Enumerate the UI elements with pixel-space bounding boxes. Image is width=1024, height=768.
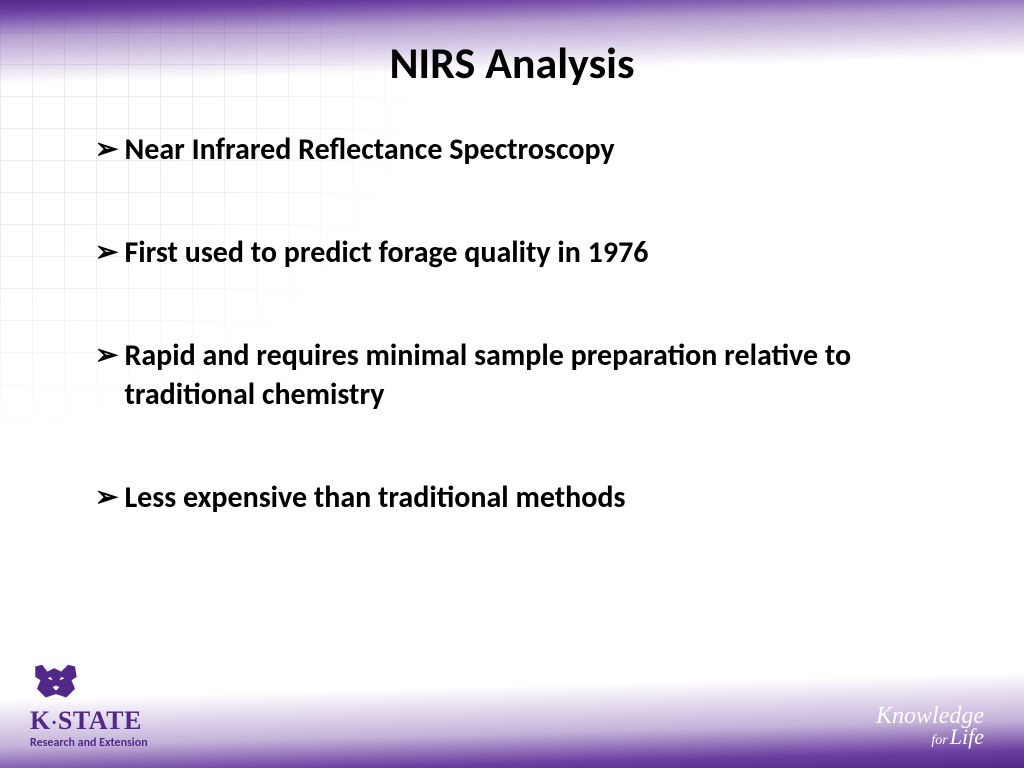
bullet-arrow-icon: ➢ bbox=[95, 336, 118, 374]
bullet-arrow-icon: ➢ bbox=[95, 233, 118, 271]
bullet-item: ➢ First used to predict forage quality i… bbox=[95, 233, 964, 272]
tagline-life: Life bbox=[950, 724, 984, 749]
bullet-text: First used to predict forage quality in … bbox=[124, 233, 964, 272]
tagline-for: for bbox=[931, 733, 947, 748]
slide-title: NIRS Analysis bbox=[0, 36, 1024, 90]
org-name: K·STATE bbox=[30, 708, 148, 734]
bullet-item: ➢ Near Infrared Reflectance Spectroscopy bbox=[95, 130, 964, 169]
tagline: Knowledge forLife bbox=[876, 706, 984, 748]
org-subtitle: Research and Extension bbox=[30, 736, 148, 750]
org-name-part-a: K bbox=[30, 706, 51, 735]
bullet-arrow-icon: ➢ bbox=[95, 478, 118, 516]
bullet-item: ➢ Rapid and requires minimal sample prep… bbox=[95, 336, 964, 414]
bullet-list: ➢ Near Infrared Reflectance Spectroscopy… bbox=[95, 130, 964, 517]
bullet-arrow-icon: ➢ bbox=[95, 130, 118, 168]
tagline-line2: forLife bbox=[876, 727, 984, 748]
bottom-purple-band bbox=[0, 648, 1024, 768]
bullet-text: Less expensive than traditional methods bbox=[124, 478, 964, 517]
org-name-part-b: STATE bbox=[58, 706, 142, 735]
bullet-item: ➢ Less expensive than traditional method… bbox=[95, 478, 964, 517]
bullet-text: Near Infrared Reflectance Spectroscopy bbox=[124, 130, 964, 169]
org-name-dot: · bbox=[51, 712, 58, 734]
bullet-text: Rapid and requires minimal sample prepar… bbox=[124, 336, 964, 414]
slide: NIRS Analysis ➢ Near Infrared Reflectanc… bbox=[0, 0, 1024, 768]
wildcat-icon bbox=[30, 663, 82, 701]
org-logo-block: K·STATE Research and Extension bbox=[30, 663, 148, 750]
